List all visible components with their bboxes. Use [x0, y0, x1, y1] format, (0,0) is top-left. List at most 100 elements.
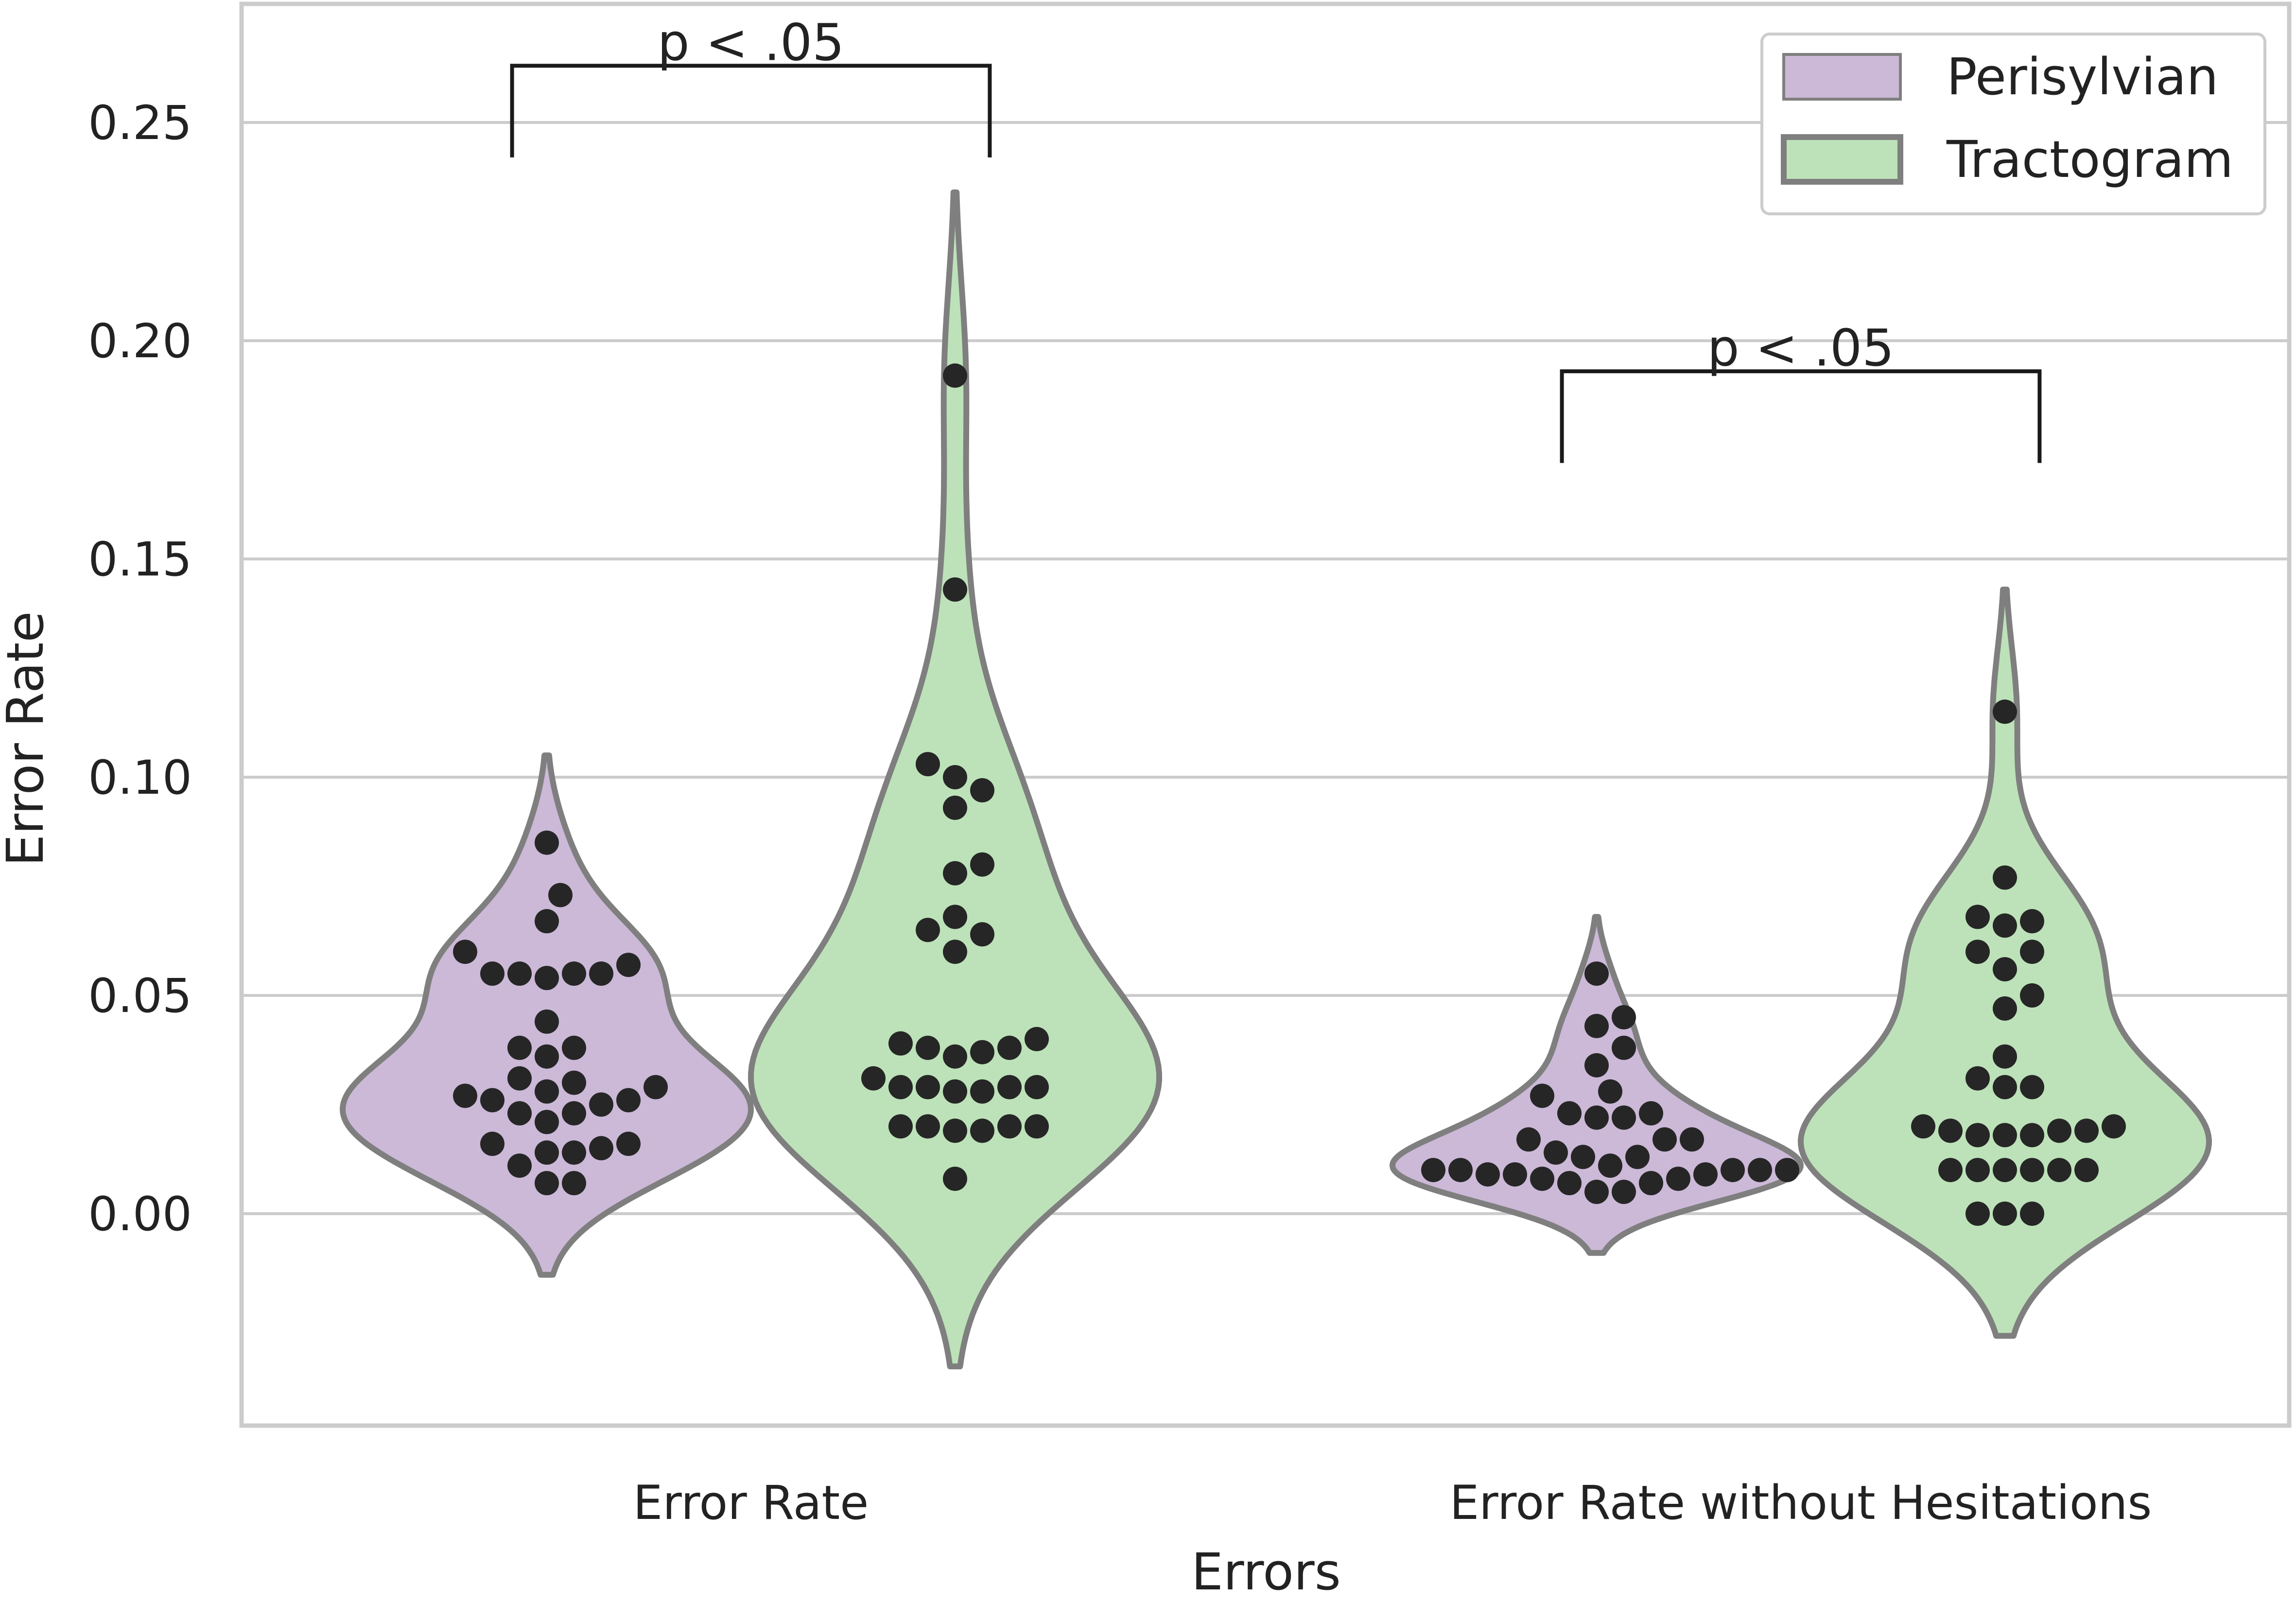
data-point — [453, 940, 477, 964]
data-point — [916, 1035, 940, 1060]
data-point — [970, 1079, 994, 1104]
y-tick-label: 0.25 — [88, 96, 192, 150]
data-point — [916, 1114, 940, 1139]
data-point — [943, 765, 967, 789]
data-point — [916, 1075, 940, 1099]
significance-label: p < .05 — [1707, 318, 1895, 378]
y-tick-label: 0.05 — [88, 969, 192, 1023]
data-point — [535, 1009, 559, 1034]
swarm-points — [453, 363, 2126, 1226]
data-point — [507, 1101, 532, 1126]
data-point — [970, 1040, 994, 1064]
data-point — [1966, 1158, 1990, 1183]
data-point — [2020, 1075, 2044, 1099]
data-point — [916, 918, 940, 942]
data-point — [1544, 1140, 1568, 1165]
data-point — [2074, 1158, 2099, 1183]
data-point — [1993, 1044, 2017, 1069]
data-point — [2020, 983, 2044, 1008]
data-point — [507, 1066, 532, 1091]
data-point — [480, 1132, 504, 1156]
data-point — [535, 1171, 559, 1196]
data-point — [1693, 1162, 1718, 1187]
data-point — [548, 883, 573, 907]
data-point — [2047, 1118, 2071, 1143]
data-point — [1748, 1158, 1772, 1183]
data-point — [562, 1140, 586, 1165]
data-point — [1612, 1180, 1636, 1204]
data-point — [2020, 909, 2044, 934]
data-point — [1993, 1202, 2017, 1226]
data-point — [1639, 1171, 1663, 1196]
y-tick-label: 0.00 — [88, 1187, 192, 1241]
data-point — [970, 1118, 994, 1143]
data-point — [507, 1035, 532, 1060]
data-point — [970, 922, 994, 947]
data-point — [480, 961, 504, 986]
significance-bracket — [510, 64, 992, 157]
data-point — [535, 1079, 559, 1104]
data-point — [562, 1171, 586, 1196]
data-point — [943, 1167, 967, 1191]
data-point — [453, 1083, 477, 1108]
data-point — [1612, 1035, 1636, 1060]
data-point — [1516, 1127, 1541, 1152]
violins — [340, 189, 2212, 1370]
data-point — [943, 577, 967, 602]
data-point — [1584, 1053, 1609, 1078]
data-point — [1966, 1066, 1990, 1091]
data-point — [943, 1044, 967, 1069]
data-point — [1993, 1075, 2017, 1099]
data-point — [562, 1101, 586, 1126]
data-point — [1025, 1114, 1049, 1139]
legend-swatch-tractogram — [1781, 134, 1903, 185]
data-point — [888, 1075, 913, 1099]
data-point — [1625, 1145, 1650, 1169]
data-point — [535, 909, 559, 934]
data-point — [1775, 1158, 1799, 1183]
data-point — [1938, 1118, 1963, 1143]
data-point — [1966, 940, 1990, 964]
x-tick-labels: Error Rate Error Rate without Hesitations — [633, 1476, 2152, 1530]
data-point — [535, 966, 559, 991]
data-point — [1993, 699, 2017, 724]
data-point — [1721, 1158, 1745, 1183]
data-point — [2020, 1123, 2044, 1148]
data-point — [480, 1088, 504, 1113]
data-point — [616, 953, 641, 977]
significance-label: p < .05 — [658, 13, 845, 72]
data-point — [1530, 1167, 1554, 1191]
data-point — [916, 752, 940, 777]
data-point — [589, 1092, 613, 1117]
data-point — [616, 1088, 641, 1113]
legend-label: Perisylvian — [1947, 47, 2218, 106]
data-point — [1448, 1158, 1473, 1183]
legend: Perisylvian Tractogram — [1760, 33, 2266, 215]
legend-swatch-perisylvian — [1782, 53, 1902, 101]
legend-items: Perisylvian Tractogram — [1781, 47, 2233, 189]
data-point — [1584, 1180, 1609, 1204]
data-point — [1598, 1153, 1622, 1178]
y-axis-title: Error Rate — [0, 611, 55, 866]
data-point — [562, 1070, 586, 1095]
data-point — [1993, 1123, 2017, 1148]
data-point — [997, 1114, 1022, 1139]
data-point — [1530, 1083, 1554, 1108]
data-point — [535, 830, 559, 855]
legend-label: Tractogram — [1946, 130, 2233, 189]
data-point — [535, 1044, 559, 1069]
data-point — [1612, 1105, 1636, 1130]
data-point — [2047, 1158, 2071, 1183]
data-point — [970, 852, 994, 877]
data-point — [1025, 1075, 1049, 1099]
data-point — [1666, 1167, 1690, 1191]
data-point — [943, 940, 967, 964]
data-point — [2074, 1118, 2099, 1143]
data-point — [861, 1066, 886, 1091]
data-point — [943, 1079, 967, 1104]
data-point — [1476, 1162, 1500, 1187]
data-point — [943, 363, 967, 388]
x-axis-title: Errors — [1191, 1542, 1341, 1601]
